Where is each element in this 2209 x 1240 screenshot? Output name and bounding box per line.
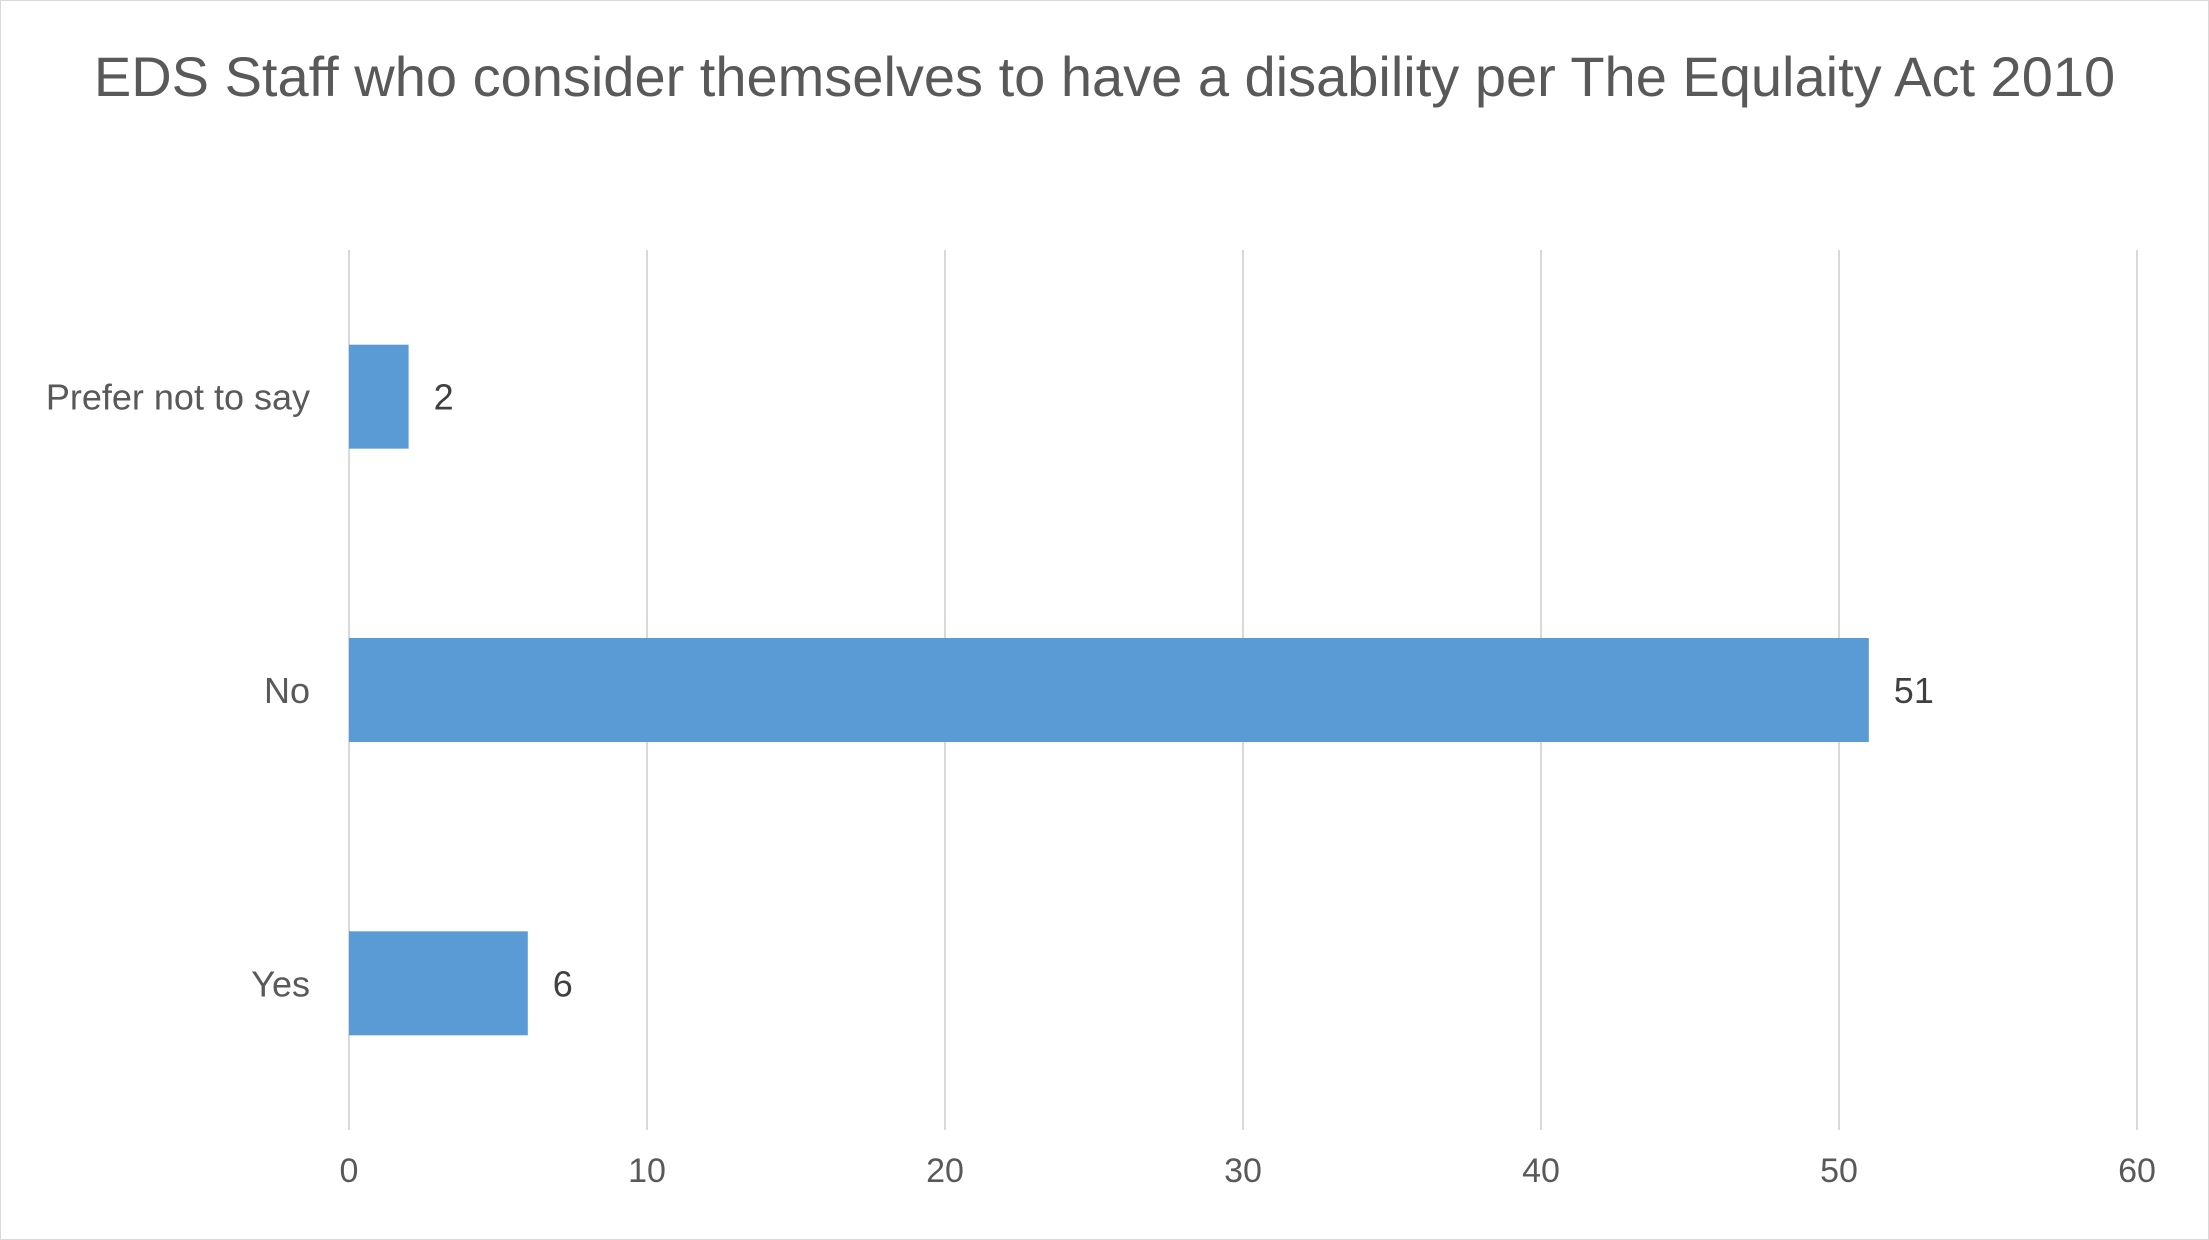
x-tick-label: 60 — [2118, 1152, 2156, 1190]
x-tick-label: 30 — [1224, 1152, 1262, 1190]
bars — [349, 344, 1869, 1036]
x-tick-label: 20 — [926, 1152, 964, 1190]
labels: 0 10 20 30 40 50 60 Prefer not to say 2 No 51 Yes 6 — [46, 377, 2156, 1190]
category-label: Yes — [251, 963, 310, 1004]
x-tick-label: 10 — [628, 1152, 666, 1190]
bar-prefer-not-to-say — [349, 344, 409, 449]
category-label: Prefer not to say — [46, 377, 310, 418]
data-label: 51 — [1894, 670, 1934, 711]
category-label: No — [264, 670, 310, 711]
data-label: 2 — [434, 377, 454, 418]
x-tick-label: 0 — [340, 1152, 359, 1190]
data-label: 6 — [553, 963, 573, 1004]
x-tick-label: 40 — [1522, 1152, 1560, 1190]
x-tick-label: 50 — [1820, 1152, 1858, 1190]
bar-yes — [349, 931, 528, 1036]
bar-no — [349, 638, 1869, 742]
chart-title: EDS Staff who consider themselves to hav… — [93, 45, 2116, 108]
